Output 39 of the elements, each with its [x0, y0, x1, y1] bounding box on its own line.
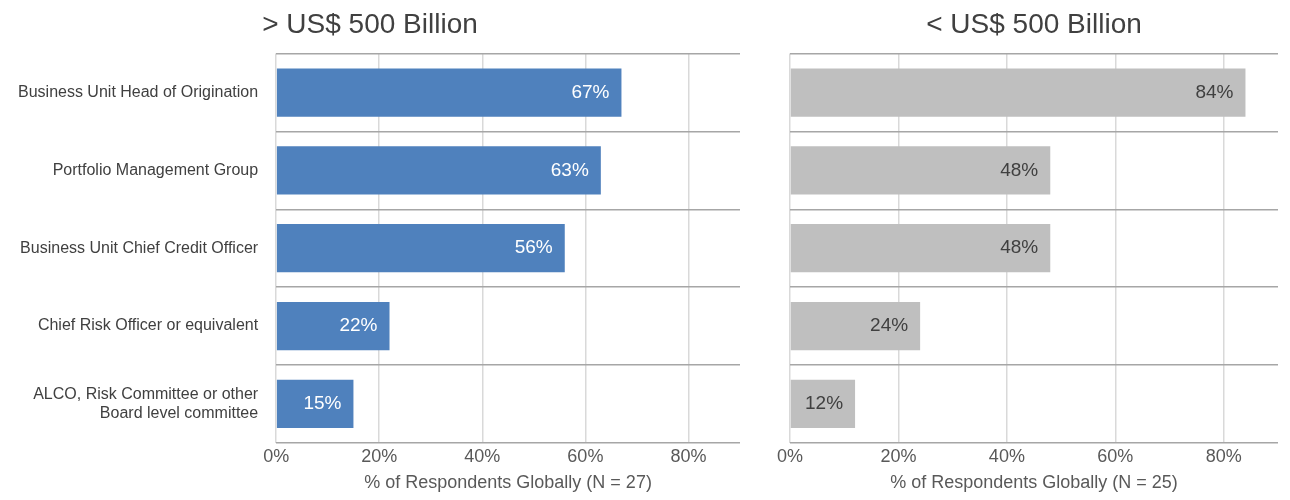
- bar: [790, 224, 1051, 273]
- y-tick-label: Chief Risk Officer or equivalent: [37, 316, 259, 334]
- bar: [790, 146, 1051, 195]
- bar: [276, 379, 354, 429]
- data-label: 56%: [514, 236, 553, 258]
- data-label: 22%: [339, 314, 378, 336]
- data-label: 15%: [303, 392, 342, 414]
- data-label: 84%: [1195, 80, 1234, 102]
- x-tick-label: 80%: [1205, 445, 1242, 466]
- data-label: 12%: [805, 392, 844, 414]
- x-tick-label: 60%: [1097, 445, 1134, 466]
- bar: [276, 68, 622, 117]
- y-tick-label: ALCO, Risk Committee or other Board level committee: [33, 384, 259, 421]
- data-label: 67%: [571, 80, 610, 102]
- bar: [276, 224, 565, 273]
- bar: [790, 68, 1246, 117]
- data-label: 24%: [870, 314, 909, 336]
- x-tick-label: 0%: [263, 445, 290, 466]
- x-axis-title: % of Respondents Globally (N = 27): [364, 472, 652, 493]
- x-tick-label: 20%: [880, 445, 917, 466]
- x-tick-label: 0%: [776, 445, 804, 466]
- y-tick-label: Business Unit Chief Credit Officer: [20, 238, 259, 256]
- bar: [276, 146, 601, 195]
- data-label: 63%: [550, 158, 589, 180]
- x-tick-label: 60%: [567, 445, 604, 466]
- chart-title: > US$ 500 Billion: [262, 7, 478, 39]
- bar: [276, 301, 390, 351]
- data-label: 48%: [1000, 158, 1039, 180]
- x-tick-label: 40%: [464, 445, 501, 466]
- x-tick-label: 20%: [361, 445, 398, 466]
- x-tick-label: 40%: [988, 445, 1025, 466]
- y-tick-label: Business Unit Head of Origination: [18, 82, 259, 100]
- chart-title: < US$ 500 Billion: [926, 7, 1142, 39]
- x-tick-label: 80%: [670, 445, 707, 466]
- bar: [790, 379, 856, 429]
- data-label: 48%: [1000, 236, 1039, 258]
- bar: [790, 301, 921, 351]
- x-axis-title: % of Respondents Globally (N = 25): [890, 472, 1178, 493]
- y-tick-label: Portfolio Management Group: [52, 160, 259, 178]
